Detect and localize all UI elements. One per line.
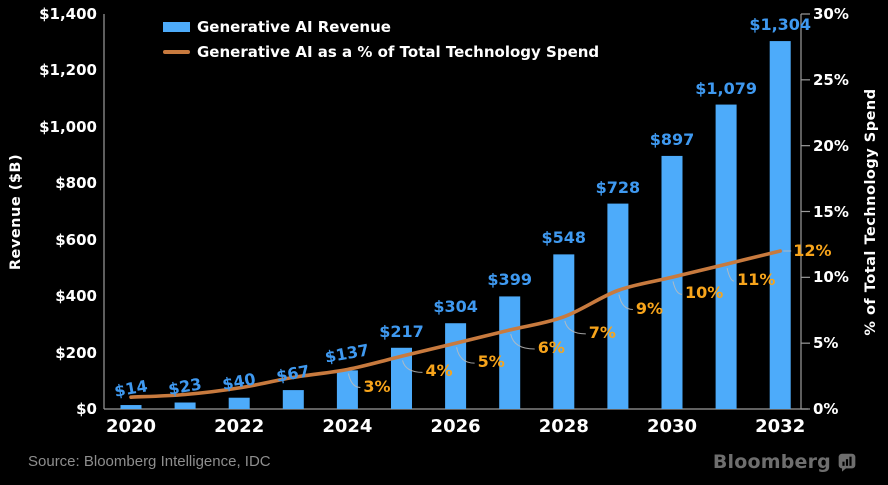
bar-series-swatch — [163, 22, 190, 32]
bar — [769, 41, 791, 409]
bar-value-label: $304 — [433, 297, 478, 317]
x-tick-label: 2024 — [322, 416, 373, 437]
bar — [499, 296, 521, 409]
y-tick-label-left: $400 — [55, 287, 97, 306]
trend-line — [129, 249, 782, 399]
bar — [336, 370, 358, 409]
x-tick-label: 2028 — [538, 416, 589, 437]
legend-label-revenue: Generative AI Revenue — [197, 18, 391, 36]
y-tick-label-right: 25% — [813, 70, 849, 89]
y-axis-title-right: % of Total Technology Spend — [863, 88, 879, 336]
bar — [607, 203, 629, 409]
x-tick-label: 2026 — [430, 416, 481, 437]
y-tick-label-left: $800 — [55, 174, 97, 193]
bloomberg-logo: Bloomberg — [713, 451, 857, 473]
y-tick-label-left: $0 — [76, 400, 97, 418]
leader-line — [456, 347, 475, 364]
y-tick-label-right: 0% — [813, 400, 839, 418]
line-point-label: 3% — [363, 376, 391, 396]
bar — [553, 254, 575, 409]
y-tick-label-left: $1,000 — [39, 117, 97, 136]
x-tick-label: 2022 — [214, 416, 265, 437]
y-tick-label-right: 20% — [813, 136, 849, 155]
leader-line — [564, 320, 586, 335]
legend-label-percent: Generative AI as a % of Total Technology… — [197, 43, 600, 61]
bar-value-label: $1,079 — [695, 78, 757, 98]
x-tick-label: 2032 — [755, 416, 806, 437]
leader-line — [618, 294, 633, 310]
bar — [120, 405, 142, 409]
y-tick-label-right: 15% — [813, 202, 849, 221]
y-tick-label-right: 5% — [813, 334, 839, 353]
leader-line — [347, 373, 361, 388]
y-axis-title-left: Revenue ($B) — [8, 153, 24, 271]
bar-value-label: $548 — [541, 228, 587, 248]
y-tick-label-left: $1,400 — [39, 5, 97, 23]
x-tick-label: 2020 — [105, 416, 157, 437]
bar-value-label: $1,304 — [749, 15, 812, 35]
bar — [661, 155, 683, 409]
legend: Generative AI Revenue Generative AI as a… — [163, 18, 599, 61]
line-point-label: 11% — [737, 270, 776, 290]
y-tick-label-right: 30% — [813, 5, 849, 23]
bar-value-label: $728 — [595, 177, 641, 197]
bar — [715, 104, 737, 409]
y-tick-label-left: $1,200 — [39, 61, 97, 80]
legend-item-percent: Generative AI as a % of Total Technology… — [163, 43, 599, 61]
line-point-label: 7% — [588, 322, 616, 342]
legend-item-revenue: Generative AI Revenue — [163, 18, 599, 36]
bar — [391, 347, 412, 409]
bloomberg-terminal-icon — [838, 453, 856, 472]
bar-value-label: $217 — [379, 321, 424, 341]
line-point-label: 5% — [477, 352, 505, 372]
bloomberg-wordmark: Bloomberg — [712, 451, 831, 473]
line-point-label: 6% — [537, 338, 565, 357]
leader-line — [402, 360, 423, 373]
x-tick-label: 2030 — [646, 416, 698, 437]
line-series-swatch — [163, 50, 190, 54]
bar-value-label: $399 — [487, 270, 532, 290]
line-point-label: 10% — [685, 283, 724, 303]
bar — [282, 390, 304, 409]
bar-value-label: $897 — [649, 129, 695, 149]
line-point-label: 4% — [425, 361, 453, 381]
leader-line — [672, 281, 683, 295]
y-tick-label-left: $600 — [55, 230, 97, 249]
leader-line — [726, 268, 735, 282]
line-point-label: 12% — [793, 241, 832, 260]
leader-line — [510, 333, 535, 350]
source-attribution: Source: Bloomberg Intelligence, IDC — [28, 453, 271, 470]
line-point-label: 9% — [635, 298, 664, 318]
y-tick-label-left: $200 — [55, 343, 97, 362]
y-tick-label-right: 10% — [813, 268, 849, 287]
bar — [174, 402, 196, 409]
bar — [228, 397, 250, 409]
